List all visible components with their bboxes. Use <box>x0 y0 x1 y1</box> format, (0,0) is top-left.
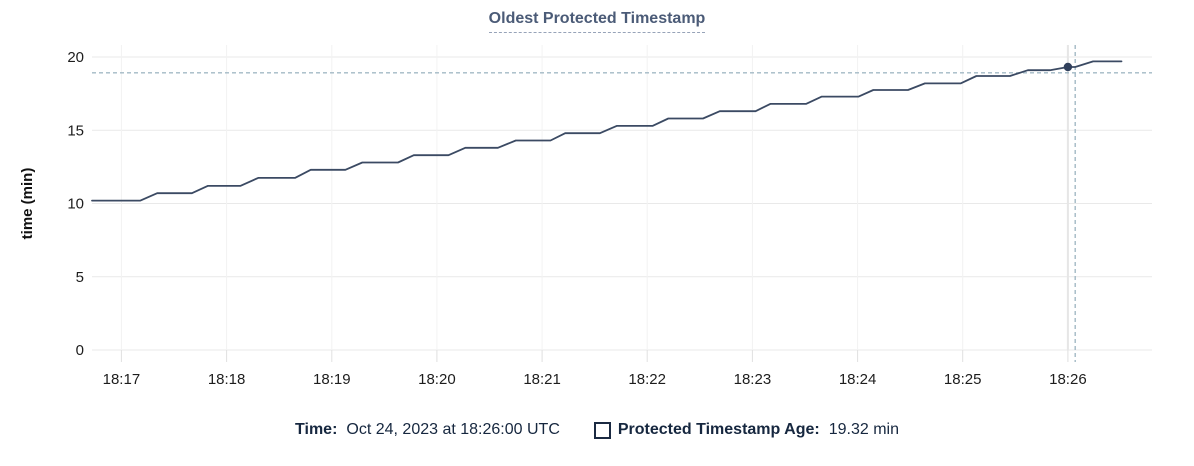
hover-point-dot[interactable] <box>1063 62 1073 72</box>
tooltip-series-value: 19.32 min <box>828 421 899 438</box>
x-tick-label: 18:20 <box>418 371 456 388</box>
x-tick-label: 18:22 <box>628 371 666 388</box>
y-tick-label: 20 <box>67 49 84 66</box>
x-tick-label: 18:24 <box>839 371 877 388</box>
x-tick-label: 18:26 <box>1049 371 1087 388</box>
series-line[interactable] <box>91 60 1123 202</box>
x-tick-label: 18:25 <box>944 371 982 388</box>
x-tick-label: 18:17 <box>103 371 141 388</box>
tooltip-series-label: Protected Timestamp Age: <box>617 421 820 438</box>
x-tick-label: 18:19 <box>313 371 351 388</box>
x-tick-label: 18:23 <box>734 371 772 388</box>
y-tick-label: 0 <box>76 342 84 359</box>
x-tick-label: 18:18 <box>208 371 246 388</box>
chart-title-row: Oldest Protected Timestamp <box>0 10 1194 33</box>
series-swatch-icon[interactable] <box>593 421 611 439</box>
tooltip-time-value: Oct 24, 2023 at 18:26:00 UTC <box>346 421 560 438</box>
chart-title[interactable]: Oldest Protected Timestamp <box>488 10 706 33</box>
y-tick-label: 15 <box>67 122 84 139</box>
chart-tooltip-legend: Time: Oct 24, 2023 at 18:26:00 UTC Prote… <box>0 421 1194 439</box>
y-tick-label: 5 <box>76 269 84 286</box>
y-tick-label: 10 <box>67 196 84 213</box>
x-tick-label: 18:21 <box>523 371 561 388</box>
tooltip-time-label: Time: <box>295 421 338 438</box>
y-axis-title: time (min) <box>19 168 36 240</box>
line-chart-canvas[interactable]: 0 5 10 15 20 18:17 18:18 18:19 18:20 18:21 18:22 18… <box>0 0 1194 400</box>
